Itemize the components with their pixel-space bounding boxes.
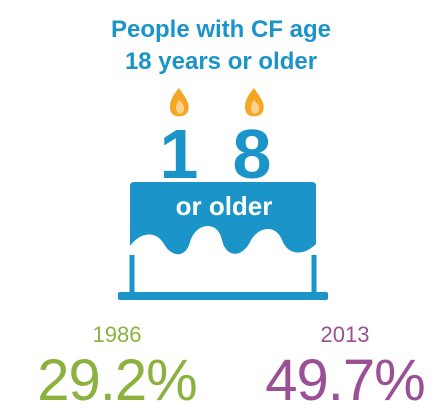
birthday-cake-illustration: 1 8 [118, 88, 328, 300]
stat-1986: 1986 29.2% [22, 322, 212, 414]
cake-label: or older [175, 191, 273, 221]
stat-value: 29.2% [37, 348, 197, 413]
candle-digit-1: 1 [160, 115, 199, 193]
title-line-1: People with CF age [110, 16, 332, 43]
candle-digit-2: 8 [233, 115, 272, 193]
flame-icon [169, 88, 189, 117]
stat-year: 2013 [320, 322, 370, 347]
stat-value: 49.7% [265, 348, 425, 413]
stat-year: 1986 [92, 322, 142, 347]
infographic-title: People with CF age 18 years or older [0, 14, 442, 78]
title-line-2: 18 years or older [124, 48, 318, 75]
cake-icon [118, 182, 328, 300]
stat-2013: 2013 49.7% [250, 322, 440, 414]
flame-icon [244, 88, 264, 117]
